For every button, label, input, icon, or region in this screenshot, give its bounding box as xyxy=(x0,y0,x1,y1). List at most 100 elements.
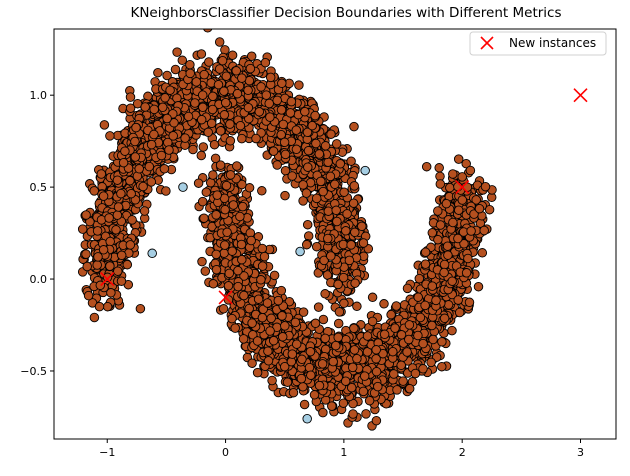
data-point xyxy=(116,250,127,261)
data-point xyxy=(126,188,136,199)
data-point xyxy=(146,177,157,187)
data-point xyxy=(196,114,207,125)
data-point xyxy=(280,149,291,160)
data-point xyxy=(311,193,322,204)
data-point xyxy=(120,146,130,156)
data-point xyxy=(304,362,315,373)
data-point xyxy=(193,178,204,188)
data-point xyxy=(364,395,375,406)
data-point xyxy=(349,121,359,132)
data-point xyxy=(94,301,105,312)
data-point xyxy=(230,323,240,333)
data-point xyxy=(303,231,314,241)
data-point xyxy=(256,82,266,92)
data-point xyxy=(232,88,243,99)
data-point xyxy=(323,157,333,167)
data-point xyxy=(156,150,167,161)
data-point xyxy=(278,119,289,130)
data-point xyxy=(457,172,467,182)
data-point xyxy=(480,181,491,192)
data-point xyxy=(196,150,207,161)
data-point xyxy=(165,85,175,95)
data-point xyxy=(235,120,246,131)
data-point xyxy=(161,186,171,196)
data-point xyxy=(464,297,475,308)
data-point xyxy=(357,221,367,232)
data-point xyxy=(237,133,247,144)
data-point xyxy=(188,144,198,155)
data-point xyxy=(313,302,324,312)
data-point xyxy=(197,256,207,267)
data-point xyxy=(211,264,222,275)
data-point xyxy=(335,159,346,169)
data-point xyxy=(433,206,443,216)
data-point xyxy=(477,248,488,258)
data-point xyxy=(260,57,271,68)
data-point xyxy=(130,136,140,147)
data-point xyxy=(307,120,317,131)
data-point xyxy=(277,78,287,89)
data-point xyxy=(243,102,254,113)
data-point xyxy=(81,210,91,220)
data-point xyxy=(225,136,236,146)
data-point xyxy=(331,205,341,216)
data-point xyxy=(338,272,349,283)
data-point xyxy=(138,181,148,192)
data-point xyxy=(227,50,238,60)
data-point xyxy=(197,90,208,100)
data-point xyxy=(105,236,115,247)
data-point xyxy=(346,240,356,250)
data-point xyxy=(325,171,336,182)
data-point xyxy=(314,149,325,159)
data-point xyxy=(316,176,326,187)
data-point xyxy=(303,145,314,156)
data-point xyxy=(257,243,268,254)
data-point xyxy=(245,63,256,74)
data-point xyxy=(326,129,336,139)
data-point xyxy=(294,80,304,90)
data-point xyxy=(111,225,121,235)
data-point xyxy=(208,279,219,289)
data-point xyxy=(465,165,476,176)
data-point xyxy=(246,235,256,246)
data-point xyxy=(185,68,195,79)
data-point xyxy=(116,188,126,199)
data-point xyxy=(221,71,232,81)
data-point xyxy=(252,367,263,378)
data-point xyxy=(404,383,415,394)
data-point xyxy=(441,198,452,209)
data-point xyxy=(214,64,225,74)
data-point xyxy=(320,333,330,344)
data-point xyxy=(445,182,455,193)
data-point xyxy=(104,213,114,223)
data-point xyxy=(272,160,282,170)
data-point xyxy=(105,131,115,141)
data-point xyxy=(185,59,195,70)
data-point xyxy=(140,102,150,112)
data-point xyxy=(443,300,454,310)
data-point xyxy=(149,129,159,140)
data-point xyxy=(276,105,287,115)
data-point xyxy=(200,266,211,276)
data-point xyxy=(243,85,253,96)
data-point xyxy=(190,98,200,108)
data-point xyxy=(164,145,174,155)
data-point xyxy=(346,156,356,166)
data-point xyxy=(135,303,146,314)
data-point xyxy=(198,102,208,113)
data-point xyxy=(285,108,296,118)
data-point xyxy=(386,309,396,320)
data-point xyxy=(125,175,135,186)
data-point xyxy=(203,127,213,138)
data-point xyxy=(379,299,389,309)
data-point xyxy=(453,295,463,305)
data-point xyxy=(279,137,290,148)
data-point xyxy=(287,171,297,181)
data-point xyxy=(453,154,464,164)
data-point xyxy=(237,73,247,83)
chart-title: KNeighborsClassifier Decision Boundaries… xyxy=(130,5,561,21)
data-point xyxy=(272,95,282,106)
data-point xyxy=(112,210,123,220)
data-point xyxy=(392,385,402,395)
data-point xyxy=(116,276,127,286)
